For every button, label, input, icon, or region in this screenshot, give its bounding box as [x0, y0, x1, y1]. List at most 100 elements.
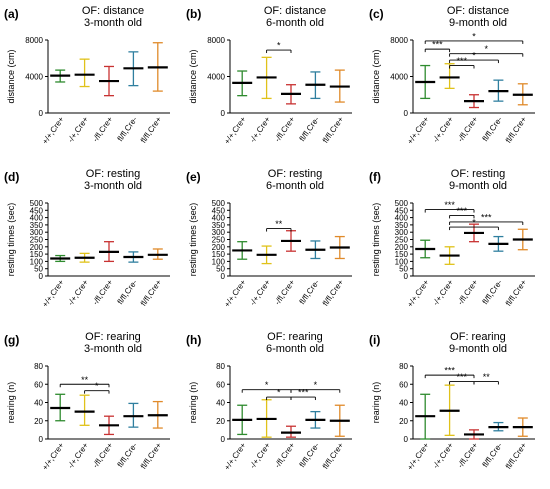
x-tick-label: fl/fl,Cre+: [321, 441, 346, 471]
x-tick-label: +/+,Cre+: [40, 441, 66, 472]
significance-label: ***: [457, 372, 468, 382]
y-tick-label: 50: [216, 265, 225, 274]
y-tick-label: 150: [212, 250, 226, 259]
y-tick-label: 100: [395, 257, 409, 266]
y-tick-label: 400: [395, 214, 409, 223]
y-tick-label: 0: [221, 272, 226, 281]
y-tick-label: 400: [212, 214, 226, 223]
y-axis-label: distance (cm): [6, 49, 16, 103]
x-tick-label: -/+,Cre+: [66, 441, 90, 470]
y-tick-label: 500: [212, 199, 226, 208]
panel-title: OF: rearing: [85, 331, 141, 343]
y-tick-label: 350: [395, 221, 409, 230]
panel-label: (a): [4, 7, 19, 21]
y-tick-label: 0: [221, 435, 226, 444]
x-tick-label: -/fl,Cre+: [273, 441, 297, 470]
panel-title: OF: distance: [264, 5, 326, 17]
y-tick-label: 40: [399, 399, 408, 408]
y-tick-label: 0: [221, 109, 226, 118]
panel-label: (f): [369, 170, 381, 184]
x-tick-label: fl/fl,Cre-: [298, 278, 322, 306]
y-tick-label: 150: [395, 250, 409, 259]
y-axis-label: distance (cm): [371, 49, 381, 103]
y-tick-label: 80: [399, 362, 408, 371]
y-tick-label: 450: [395, 206, 409, 215]
y-tick-label: 250: [30, 236, 44, 245]
x-tick-label: +/+,Cre+: [222, 278, 248, 309]
x-tick-label: -/fl,Cre+: [91, 115, 115, 144]
y-tick-label: 100: [30, 257, 44, 266]
x-tick-label: -/fl,Cre+: [273, 278, 297, 307]
y-axis-label: rearing (n): [188, 382, 198, 424]
x-tick-label: +/+,Cre+: [222, 441, 248, 472]
x-tick-label: -/+,Cre+: [248, 115, 272, 144]
significance-label: ***: [457, 56, 468, 66]
x-tick-label: -/fl,Cre+: [456, 115, 480, 144]
y-tick-label: 80: [216, 362, 225, 371]
significance-label: *: [472, 31, 476, 41]
y-tick-label: 100: [212, 257, 226, 266]
y-axis-label: resting times (sec): [371, 203, 381, 277]
panel-title: 3-month old: [84, 180, 142, 192]
x-tick-label: -/+,Cre+: [66, 278, 90, 307]
significance-label: *: [277, 388, 281, 398]
y-tick-label: 200: [212, 243, 226, 252]
x-tick-label: fl/fl,Cre+: [504, 115, 529, 145]
significance-label: *: [265, 380, 269, 390]
x-tick-label: +/+,Cre+: [405, 115, 431, 146]
panel-title: OF: distance: [447, 5, 509, 17]
significance-label: **: [275, 219, 283, 229]
y-tick-label: 60: [399, 380, 408, 389]
y-tick-label: 20: [399, 417, 408, 426]
y-tick-label: 40: [34, 399, 43, 408]
y-tick-label: 350: [30, 221, 44, 230]
y-tick-label: 350: [212, 221, 226, 230]
y-tick-label: 20: [216, 417, 225, 426]
y-tick-label: 50: [34, 265, 43, 274]
x-tick-label: -/+,Cre+: [431, 278, 455, 307]
x-tick-label: fl/fl,Cre+: [139, 115, 164, 145]
x-tick-label: fl/fl,Cre+: [321, 278, 346, 308]
y-tick-label: 300: [395, 228, 409, 237]
panel-title: 9-month old: [449, 180, 507, 192]
panel-title: OF: rearing: [450, 331, 506, 343]
y-tick-label: 20: [34, 417, 43, 426]
x-tick-label: fl/fl,Cre+: [139, 441, 164, 471]
y-tick-label: 250: [212, 236, 226, 245]
x-tick-label: -/+,Cre+: [66, 115, 90, 144]
x-tick-label: -/fl,Cre+: [273, 115, 297, 144]
significance-label: *: [314, 380, 318, 390]
significance-label: *: [95, 381, 99, 391]
panel-title: 6-month old: [266, 343, 324, 355]
y-tick-label: 4000: [207, 73, 225, 82]
x-tick-label: -/fl,Cre+: [456, 278, 480, 307]
y-axis-label: resting times (sec): [6, 203, 16, 277]
y-tick-label: 80: [34, 362, 43, 371]
y-tick-label: 500: [30, 199, 44, 208]
y-tick-label: 8000: [207, 36, 225, 45]
y-tick-label: 250: [395, 236, 409, 245]
panel-title: OF: resting: [268, 168, 322, 180]
x-tick-label: -/+,Cre+: [248, 278, 272, 307]
x-tick-label: fl/fl,Cre-: [298, 441, 322, 469]
y-tick-label: 450: [30, 206, 44, 215]
y-tick-label: 4000: [390, 73, 408, 82]
significance-label: *: [472, 218, 476, 228]
y-axis-label: rearing (n): [6, 382, 16, 424]
panel-title: 6-month old: [266, 17, 324, 29]
panel-label: (d): [4, 170, 19, 184]
y-tick-label: 60: [216, 380, 225, 389]
significance-label: **: [483, 372, 491, 382]
y-tick-label: 0: [39, 109, 44, 118]
y-tick-label: 200: [395, 243, 409, 252]
significance-label: ***: [444, 200, 455, 210]
y-tick-label: 0: [404, 272, 409, 281]
significance-label: ***: [481, 212, 492, 222]
y-tick-label: 0: [39, 272, 44, 281]
significance-label: *: [472, 51, 476, 61]
